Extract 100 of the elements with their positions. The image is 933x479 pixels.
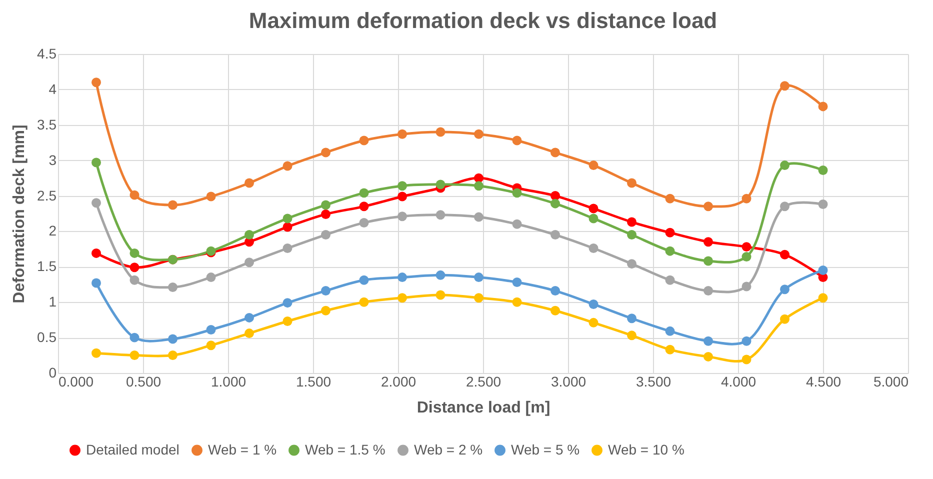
point <box>436 180 446 190</box>
point <box>168 334 178 344</box>
point <box>627 330 636 340</box>
point <box>168 282 178 292</box>
point <box>130 275 140 285</box>
point <box>818 265 828 275</box>
y-tick-label: 2 <box>48 222 57 239</box>
legend-label: Web = 10 % <box>608 441 684 458</box>
point <box>550 286 560 296</box>
y-tick-label: 3.5 <box>37 116 57 132</box>
point <box>474 293 484 303</box>
point <box>742 282 752 292</box>
legend-label: Web = 1 % <box>208 441 277 458</box>
point <box>474 212 484 222</box>
point <box>321 306 330 316</box>
point <box>818 200 828 210</box>
point <box>474 181 484 191</box>
point <box>398 181 407 191</box>
x-tick-label: 2.000 <box>380 374 416 390</box>
point <box>665 246 675 256</box>
point <box>818 166 828 175</box>
point <box>704 286 713 296</box>
point <box>627 314 636 324</box>
point <box>512 297 522 307</box>
x-axis-title: Distance load [m] <box>416 400 550 416</box>
point <box>665 228 675 238</box>
point <box>398 192 407 202</box>
point <box>550 198 560 208</box>
point <box>282 214 292 224</box>
x-tick-label: 0.000 <box>58 374 94 390</box>
point <box>282 222 292 232</box>
legend-label: Web = 1.5 % <box>305 441 386 458</box>
point <box>627 259 636 269</box>
point <box>436 270 446 280</box>
point <box>512 188 522 198</box>
point <box>282 161 292 171</box>
point <box>588 214 598 224</box>
point <box>818 293 828 303</box>
point <box>398 212 407 222</box>
y-tick-label: 4 <box>48 80 57 97</box>
point <box>474 272 484 282</box>
point <box>550 148 560 158</box>
point <box>742 194 752 204</box>
x-tick-label: 4.500 <box>806 374 842 390</box>
point <box>359 297 369 307</box>
point <box>244 230 254 240</box>
y-axis-title: Deformation deck [mm] <box>11 124 28 304</box>
point <box>550 306 560 316</box>
point <box>321 286 330 296</box>
point <box>627 230 636 240</box>
point <box>588 318 598 328</box>
point <box>130 190 140 200</box>
point <box>359 136 369 146</box>
point <box>742 242 752 252</box>
point <box>665 344 675 354</box>
point <box>244 328 254 338</box>
point <box>780 314 790 324</box>
point <box>206 192 216 202</box>
point <box>244 178 254 188</box>
x-tick-label: 2.500 <box>466 374 502 390</box>
point <box>704 336 713 346</box>
point <box>359 275 369 285</box>
point <box>321 200 330 210</box>
point <box>282 298 292 308</box>
legend-label: Web = 2 % <box>414 441 483 458</box>
point <box>398 293 407 303</box>
point <box>588 244 598 253</box>
point <box>92 78 101 88</box>
point <box>818 102 828 112</box>
point <box>780 81 790 91</box>
point <box>780 284 790 294</box>
point <box>512 219 522 229</box>
point <box>588 204 598 214</box>
x-tick-label: 4.000 <box>720 374 756 390</box>
point <box>92 348 101 358</box>
point <box>780 250 790 260</box>
point <box>282 316 292 326</box>
x-tick-label: 1.000 <box>210 374 246 390</box>
point <box>436 210 446 220</box>
legend-label: Web = 5 % <box>511 441 580 458</box>
point <box>359 218 369 228</box>
point <box>321 148 330 158</box>
point <box>282 244 292 253</box>
point <box>588 160 598 170</box>
point <box>436 290 446 300</box>
point <box>206 340 216 350</box>
point <box>512 278 522 287</box>
point <box>359 188 369 198</box>
point <box>168 350 178 360</box>
point <box>704 202 713 212</box>
y-tick-label: 4.5 <box>37 46 57 62</box>
point <box>359 202 369 212</box>
point <box>321 230 330 240</box>
point <box>168 200 178 210</box>
point <box>321 209 330 219</box>
point <box>665 275 675 285</box>
point <box>742 336 752 346</box>
point <box>474 173 484 183</box>
x-tick-label: 0.500 <box>126 374 162 390</box>
point <box>665 194 675 204</box>
